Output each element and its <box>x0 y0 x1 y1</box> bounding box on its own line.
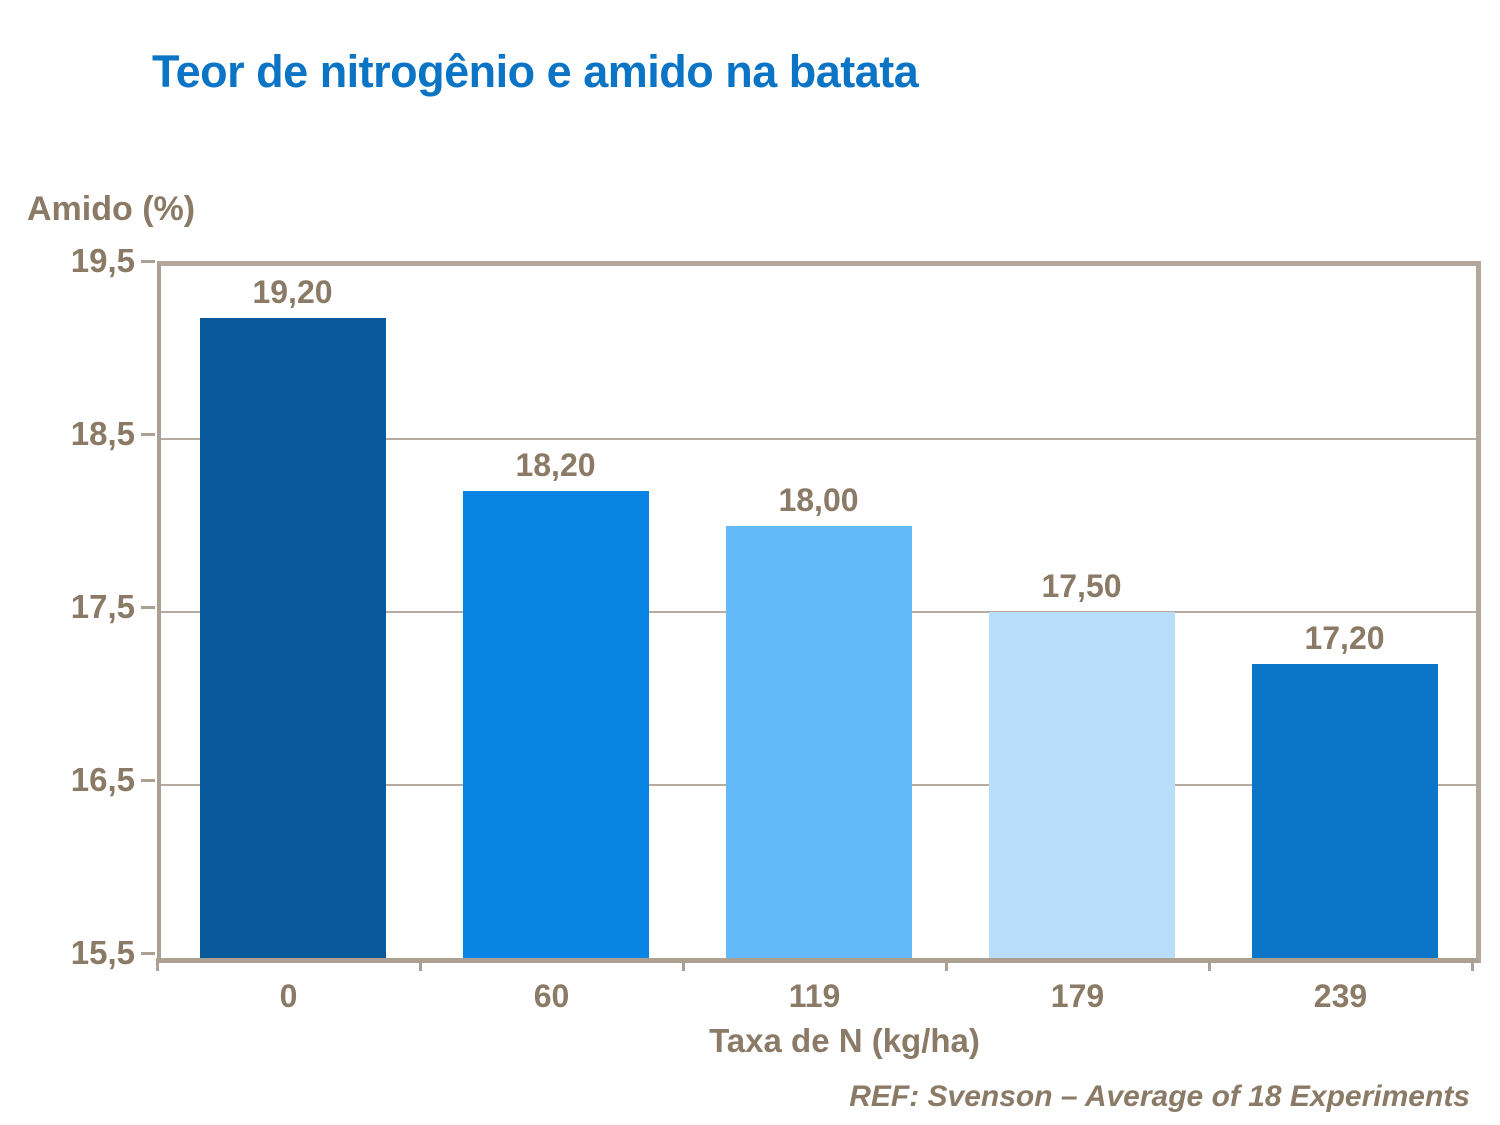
x-tick-label: 179 <box>1050 978 1105 1014</box>
x-axis-tick <box>945 958 948 971</box>
bar-value-label: 19,20 <box>252 273 333 310</box>
y-axis-tick <box>141 260 155 263</box>
bar-60 <box>462 490 649 958</box>
y-tick-label: 19,5 <box>70 242 135 279</box>
x-tick-label: 0 <box>279 978 298 1014</box>
bar-value-label: 17,20 <box>1304 619 1385 656</box>
reference-note: REF: Svenson – Average of 18 Experiments <box>849 1080 1470 1113</box>
x-tick-label: 239 <box>1313 978 1368 1014</box>
y-tick-label: 15,5 <box>70 934 135 971</box>
y-axis-tick <box>141 952 155 955</box>
bar-0 <box>199 317 386 958</box>
bar-value-label: 17,50 <box>1041 568 1122 604</box>
x-axis-tick <box>1208 958 1211 971</box>
chart-title: Teor de nitrogênio e amido na batata <box>152 46 919 97</box>
x-tick-label: 119 <box>788 978 841 1014</box>
y-axis-tick <box>141 779 155 782</box>
x-axis-tick <box>1471 958 1474 971</box>
y-tick-label: 16,5 <box>70 761 135 798</box>
x-axis-tick <box>419 958 422 971</box>
x-tick-label: 60 <box>533 978 570 1014</box>
x-axis-label: Taxa de N (kg/ha) <box>709 1022 980 1059</box>
bar-179 <box>988 612 1175 958</box>
x-axis-tick <box>156 958 159 971</box>
y-axis-tick <box>141 606 155 609</box>
y-axis-tick <box>141 433 155 436</box>
bar-239 <box>1251 663 1438 958</box>
bar-value-label: 18,20 <box>515 446 596 483</box>
x-axis-tick <box>682 958 685 971</box>
y-tick-label: 18,5 <box>70 415 135 452</box>
bar-119 <box>725 525 912 958</box>
y-tick-label: 17,5 <box>70 588 135 625</box>
bar-value-label: 18,00 <box>778 481 859 518</box>
y-axis-label: Amido (%) <box>27 190 196 228</box>
gridline <box>161 438 1476 440</box>
plot-area: 19,20 18,20 18,00 17,50 17,20 <box>157 261 1481 963</box>
